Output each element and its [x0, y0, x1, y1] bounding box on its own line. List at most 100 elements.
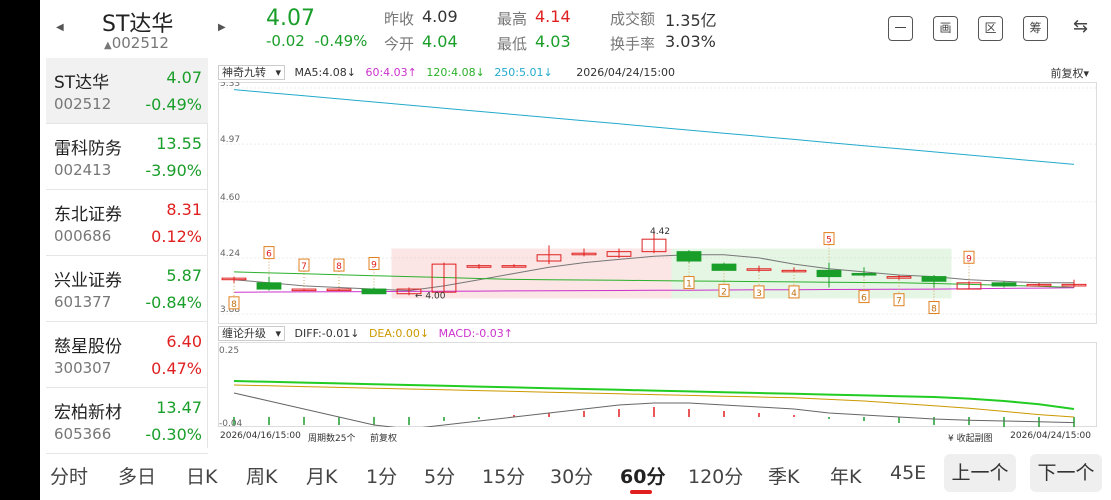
- range-tool-icon[interactable]: 区: [978, 16, 1003, 41]
- candle-body: [291, 288, 317, 292]
- start-datetime: 2026/04/16/15:00: [220, 431, 301, 441]
- period-tabs: 分时 多日 日K 周K 月K 1分 5分 15分 30分 60分 120分 季K 年K 45E 上一个 下一个: [40, 450, 1111, 500]
- y-tick-label: 3.88: [220, 305, 240, 315]
- chart-datetime: 2026/04/24/15:00: [576, 66, 676, 79]
- period-count: 周期数25个: [308, 434, 356, 444]
- watchlist-item[interactable]: 宏柏新材 605366 13.47 -0.30%: [46, 388, 208, 454]
- watchlist-name: 雷科防务: [54, 139, 122, 159]
- kline-chart[interactable]: 神奇九转 ▾ MA5:4.08↓ 60:4.03↑ 120:4.08↓ 250:…: [218, 62, 1097, 447]
- nine-count-label: 7: [301, 262, 307, 272]
- period-tab[interactable]: 15分: [482, 466, 526, 488]
- candle-body: [991, 282, 1017, 287]
- y-tick-label: 4.60: [220, 193, 240, 203]
- period-tab[interactable]: 多日: [118, 466, 157, 488]
- nine-badge: [893, 293, 905, 307]
- period-tab[interactable]: 年K: [830, 466, 862, 488]
- main-indicator-bar: 神奇九转 ▾ MA5:4.08↓ 60:4.03↑ 120:4.08↓ 250:…: [218, 64, 681, 82]
- period-tab[interactable]: 季K: [768, 466, 800, 488]
- next-stock-button[interactable]: 下一个: [1030, 454, 1102, 492]
- nine-badge: [823, 232, 835, 246]
- period-tab[interactable]: 120分: [688, 466, 744, 488]
- high-label: 最高: [497, 10, 528, 28]
- watchlist-item[interactable]: 雷科防务 002413 13.55 -3.90%: [46, 124, 208, 190]
- low-value: 4.03: [535, 32, 571, 51]
- turnover-label: 换手率: [610, 35, 656, 53]
- nine-badge: [788, 285, 800, 299]
- candle-body: [431, 263, 457, 293]
- period-tab[interactable]: 日K: [186, 466, 218, 488]
- volume-label: 成交额: [610, 10, 656, 28]
- period-tab[interactable]: 月K: [306, 466, 338, 488]
- period-tab[interactable]: 周K: [246, 466, 278, 488]
- y-tick-label: 4.24: [220, 249, 240, 259]
- period-tab[interactable]: 60分: [620, 466, 666, 488]
- period-tab[interactable]: 分时: [50, 466, 89, 488]
- watchlist-name: 兴业证券: [54, 271, 122, 291]
- volume-value: 1.35亿: [665, 11, 717, 30]
- watchlist-name: 宏柏新材: [54, 403, 122, 423]
- nine-count-label: 7: [896, 297, 902, 307]
- nine-badge: [298, 258, 310, 272]
- nine-badge: [963, 250, 975, 264]
- diff-value: DIFF:-0.01↓: [294, 327, 360, 340]
- prev-close-value: 4.09: [422, 7, 458, 26]
- ma60-value: 60:4.03↑: [365, 66, 417, 79]
- footer-adjust: 前复权: [370, 434, 398, 444]
- ma5-value: MA5:4.08↓: [294, 66, 356, 79]
- nine-badge: [858, 290, 870, 304]
- diff-line: [233, 392, 1075, 427]
- period-tab[interactable]: 1分: [366, 466, 398, 488]
- line-tool-icon[interactable]: 一: [888, 16, 913, 41]
- candle-body: [221, 277, 247, 281]
- watchlist-code: 002512: [54, 95, 112, 113]
- period-tab[interactable]: 30分: [550, 466, 594, 488]
- candle-body: [746, 268, 772, 271]
- candle-body: [886, 276, 912, 279]
- nine-count-label: 9: [371, 261, 377, 271]
- watchlist-item[interactable]: 东北证券 000686 8.31 0.12%: [46, 190, 208, 256]
- watchlist-item[interactable]: 慈星股份 300307 6.40 0.47%: [46, 322, 208, 388]
- macd-signal-line: [233, 380, 1075, 410]
- end-datetime: 2026/04/24/15:00: [1010, 431, 1091, 441]
- stock-name: ST达华: [102, 12, 174, 37]
- watchlist-price: 5.87: [166, 266, 202, 285]
- macd-plot: [218, 342, 1097, 427]
- nine-count-label: 8: [336, 262, 342, 272]
- period-tab[interactable]: 45E: [890, 462, 927, 484]
- price-change: -0.02 -0.49%: [266, 32, 368, 50]
- watchlist-code: 605366: [54, 425, 112, 443]
- ma-line-ma120: [233, 89, 1075, 165]
- macd-value: MACD:-0.03↑: [438, 327, 513, 340]
- candle-body: [1026, 283, 1052, 287]
- watchlist-price: 4.07: [166, 68, 202, 87]
- nine-badge: [718, 283, 730, 297]
- period-tab[interactable]: 5分: [424, 466, 456, 488]
- chart-footer: 2026/04/16/15:00 周期数25个 前复权 ¥ 收起副图 2026/…: [218, 431, 1097, 445]
- sub-indicator-selector[interactable]: 缠论升级 ▾: [218, 326, 286, 341]
- watchlist-item[interactable]: ST达华 002512 4.07 -0.49%: [46, 58, 208, 124]
- chips-tool-icon[interactable]: 筹: [1023, 16, 1048, 41]
- candle-body: [641, 238, 667, 253]
- candle-body: [851, 272, 877, 276]
- next-stock-arrow-icon[interactable]: ▶: [218, 22, 226, 33]
- nine-count-label: 6: [266, 250, 272, 260]
- main-indicator-selector[interactable]: 神奇九转 ▾: [218, 65, 286, 80]
- candle-body: [361, 288, 387, 295]
- dea-line: [233, 384, 1075, 418]
- collapse-subchart-button[interactable]: ¥ 收起副图: [948, 434, 993, 444]
- watchlist-pct: 0.12%: [151, 227, 202, 246]
- watchlist-item[interactable]: 兴业证券 601377 5.87 -0.84%: [46, 256, 208, 322]
- nine-count-label: 1: [686, 280, 692, 290]
- candle-body: [326, 288, 352, 292]
- candle-body: [1061, 283, 1087, 287]
- macd-y-bottom: -0.04: [219, 419, 243, 429]
- draw-tool-icon[interactable]: 画: [933, 16, 958, 41]
- nine-count-label: 9: [966, 254, 972, 264]
- adjust-selector[interactable]: 前复权▾: [1050, 67, 1089, 80]
- rotate-screen-icon[interactable]: ⇆: [1072, 16, 1089, 37]
- watchlist-code: 601377: [54, 293, 112, 311]
- candle-body: [536, 254, 562, 262]
- candle-body: [711, 263, 737, 271]
- prev-stock-arrow-icon[interactable]: ◀: [56, 22, 64, 33]
- prev-stock-button[interactable]: 上一个: [944, 454, 1016, 492]
